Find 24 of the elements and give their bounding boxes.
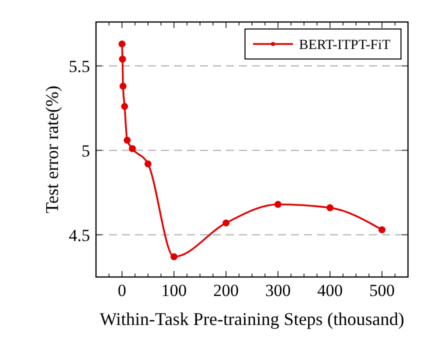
point — [144, 160, 152, 168]
point — [378, 226, 386, 234]
x-tick-label: 200 — [213, 281, 239, 300]
point — [326, 204, 334, 212]
point — [170, 253, 178, 260]
x-tick-label: 500 — [369, 281, 395, 300]
point — [120, 82, 127, 90]
point — [119, 56, 126, 63]
point — [118, 40, 126, 48]
y-tick-label: 5.5 — [68, 56, 90, 76]
legend-label: BERT-ITPT-FiT — [299, 38, 391, 53]
x-tick-label: 300 — [265, 281, 291, 300]
x-axis-title: Within-Task Pre-training Steps (thousand) — [100, 309, 404, 329]
point — [222, 219, 230, 226]
point — [274, 200, 282, 208]
point — [128, 145, 136, 152]
x-tick-label: 400 — [317, 281, 343, 300]
y-axis-title: Test error rate(%) — [42, 86, 62, 214]
point — [124, 136, 131, 144]
y-tick-label: 5 — [82, 141, 90, 160]
x-tick-label: 0 — [118, 281, 126, 300]
point — [121, 102, 128, 110]
y-tick-label: 4.5 — [68, 226, 90, 245]
x-tick-label: 100 — [161, 281, 187, 300]
